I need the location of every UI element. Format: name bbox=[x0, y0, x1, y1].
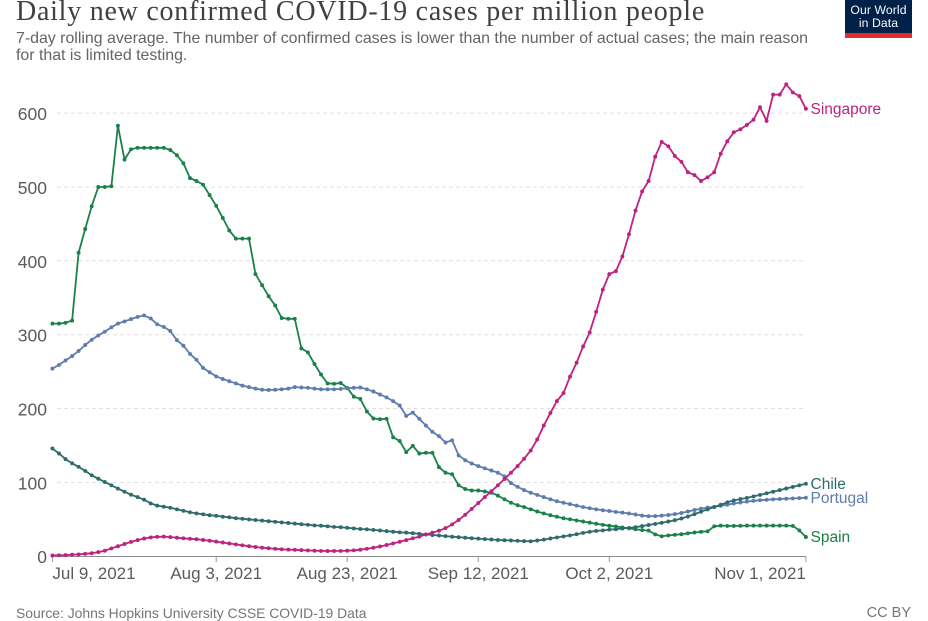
svg-text:Portugal: Portugal bbox=[811, 490, 869, 507]
svg-text:Singapore: Singapore bbox=[811, 101, 882, 118]
svg-text:Aug 3, 2021: Aug 3, 2021 bbox=[170, 564, 262, 583]
svg-text:Chile: Chile bbox=[811, 476, 846, 493]
svg-text:Nov 1, 2021: Nov 1, 2021 bbox=[714, 564, 806, 583]
svg-text:Spain: Spain bbox=[811, 529, 851, 546]
svg-text:Oct 2, 2021: Oct 2, 2021 bbox=[565, 564, 653, 583]
svg-text:600: 600 bbox=[18, 104, 47, 124]
svg-text:200: 200 bbox=[18, 400, 47, 420]
svg-text:400: 400 bbox=[18, 252, 47, 272]
svg-text:0: 0 bbox=[37, 547, 47, 567]
svg-text:Sep 12, 2021: Sep 12, 2021 bbox=[428, 564, 529, 583]
svg-text:Jul 9, 2021: Jul 9, 2021 bbox=[52, 564, 135, 583]
svg-text:100: 100 bbox=[18, 473, 47, 493]
svg-text:Aug 23, 2021: Aug 23, 2021 bbox=[297, 564, 398, 583]
svg-text:500: 500 bbox=[18, 178, 47, 198]
svg-text:300: 300 bbox=[18, 326, 47, 346]
